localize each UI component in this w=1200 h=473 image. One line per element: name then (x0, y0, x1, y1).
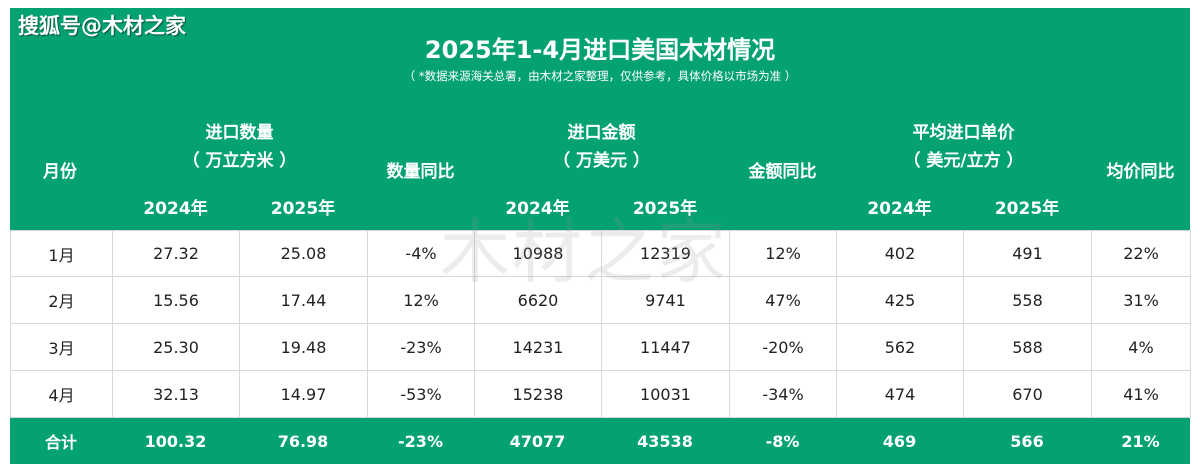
cell-price-2025: 491 (963, 230, 1092, 277)
header-price-2025: 2025年 (994, 199, 1060, 219)
header-qty-title: 进口数量 (205, 123, 274, 143)
cell-qty-yoy: -53% (367, 370, 475, 418)
cell-qty-yoy: -23% (367, 323, 475, 371)
cell-price-yoy: 31% (1091, 276, 1191, 324)
cell-amt-2025: 9741 (601, 276, 730, 324)
cell-month: 1月 (10, 230, 113, 277)
page-subtitle: （ *数据来源海关总署，由木材之家整理，仅供参考，具体价格以市场为准 ） (403, 69, 797, 83)
table-row: 3月 25.30 19.48 -23% 14231 11447 -20% 562… (10, 323, 1191, 371)
cell-qty-yoy: -4% (367, 230, 475, 277)
total-qty-2025: 76.98 (277, 431, 329, 451)
total-price-yoy: 21% (1121, 431, 1160, 451)
cell-price-2025: 588 (963, 323, 1092, 371)
cell-qty-2025: 19.48 (239, 323, 368, 371)
cell-amt-yoy: 47% (729, 276, 837, 324)
header-price-title: 平均进口单价 (912, 123, 1015, 143)
cell-month: 4月 (10, 370, 113, 418)
cell-price-yoy: 41% (1091, 370, 1191, 418)
cell-qty-2024: 32.13 (112, 370, 240, 418)
cell-qty-2025: 25.08 (239, 230, 368, 277)
cell-amt-2024: 15238 (474, 370, 602, 418)
header-band (10, 8, 1190, 230)
header-amt-unit: （ 万美元 ） (553, 151, 650, 171)
cell-price-2025: 558 (963, 276, 1092, 324)
page-title: 2025年1-4月进口美国木材情况 (424, 36, 776, 64)
header-amt-2025: 2025年 (632, 199, 698, 219)
cell-amt-yoy: -34% (729, 370, 837, 418)
header-qty-2024: 2024年 (143, 199, 208, 219)
cell-amt-yoy: -20% (729, 323, 837, 371)
source-watermark: 搜狐号@木材之家 (18, 14, 186, 38)
total-qty-2024: 100.32 (144, 431, 207, 451)
cell-qty-2024: 25.30 (112, 323, 240, 371)
cell-amt-2025: 10031 (601, 370, 730, 418)
cell-price-2024: 562 (836, 323, 964, 371)
total-qty-yoy: -23% (398, 431, 443, 451)
header-amt-yoy: 金额同比 (748, 162, 817, 182)
cell-price-2025: 670 (963, 370, 1092, 418)
table-row: 2月 15.56 17.44 12% 6620 9741 47% 425 558… (10, 276, 1191, 324)
cell-amt-2025: 12319 (601, 230, 730, 277)
header-price-2024: 2024年 (867, 199, 932, 219)
cell-price-2024: 402 (836, 230, 964, 277)
table-row: 4月 32.13 14.97 -53% 15238 10031 -34% 474… (10, 370, 1191, 418)
cell-qty-2025: 17.44 (239, 276, 368, 324)
header-price-yoy: 均价同比 (1106, 162, 1175, 182)
cell-qty-2024: 15.56 (112, 276, 240, 324)
cell-qty-yoy: 12% (367, 276, 475, 324)
cell-amt-2024: 6620 (474, 276, 602, 324)
cell-month: 3月 (10, 323, 113, 371)
cell-price-yoy: 22% (1091, 230, 1191, 277)
table-row: 1月 27.32 25.08 -4% 10988 12319 12% 402 4… (10, 230, 1191, 277)
cell-price-yoy: 4% (1091, 323, 1191, 371)
cell-amt-2024: 14231 (474, 323, 602, 371)
cell-amt-2024: 10988 (474, 230, 602, 277)
header-price-unit: （ 美元/立方 ） (903, 151, 1024, 171)
total-label: 合计 (44, 433, 77, 452)
cell-price-2024: 474 (836, 370, 964, 418)
total-amt-2025: 43538 (637, 431, 693, 451)
cell-month: 2月 (10, 276, 113, 324)
total-price-2024: 469 (882, 431, 917, 451)
cell-amt-yoy: 12% (729, 230, 837, 277)
cell-amt-2025: 11447 (601, 323, 730, 371)
header-qty-unit: （ 万立方米 ） (182, 151, 297, 171)
total-row: 合计 100.32 76.98 -23% 47077 43538 -8% 469… (10, 418, 1190, 464)
cell-price-2024: 425 (836, 276, 964, 324)
data-table: 1月 27.32 25.08 -4% 10988 12319 12% 402 4… (10, 230, 1191, 418)
header-month: 月份 (43, 162, 77, 182)
header-qty-2025: 2025年 (270, 199, 336, 219)
header-qty-yoy: 数量同比 (386, 162, 455, 182)
header-amt-title: 进口金额 (567, 123, 636, 143)
total-amt-2024: 47077 (509, 431, 566, 451)
header-amt-2024: 2024年 (505, 199, 570, 219)
cell-qty-2025: 14.97 (239, 370, 368, 418)
cell-qty-2024: 27.32 (112, 230, 240, 277)
total-price-2025: 566 (1010, 431, 1044, 451)
total-amt-yoy: -8% (765, 431, 800, 451)
